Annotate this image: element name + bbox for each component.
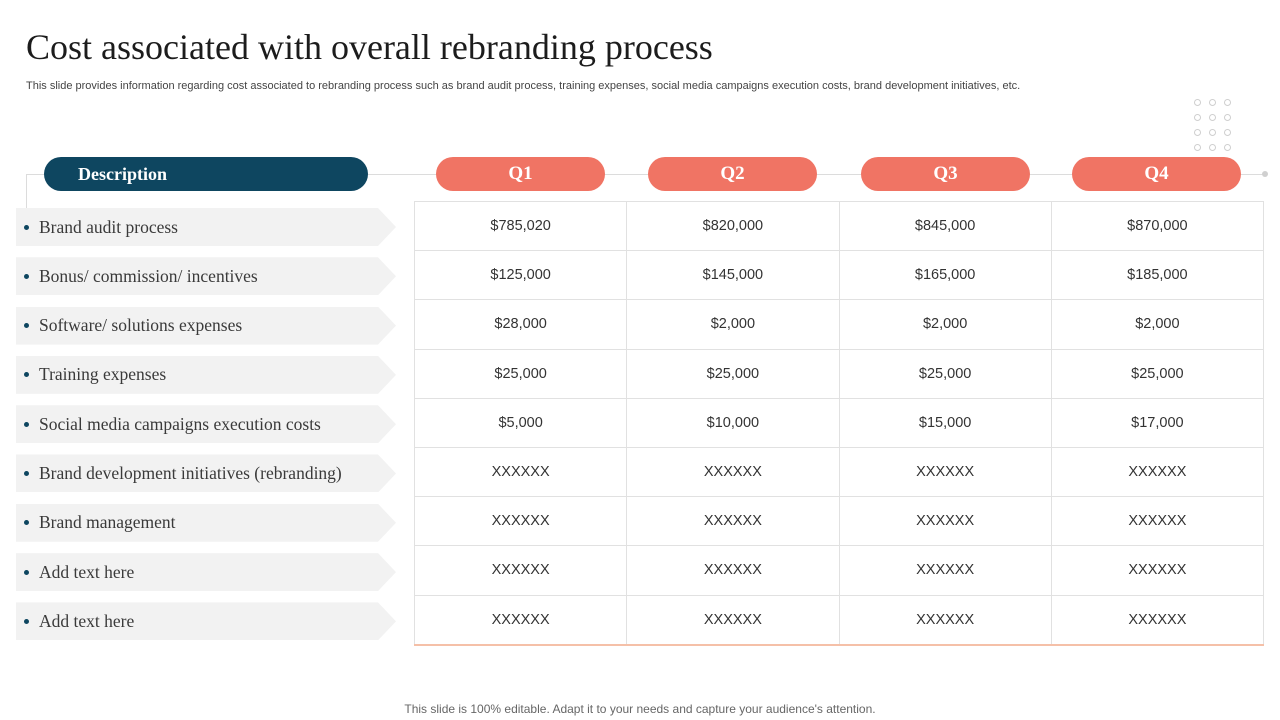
table-cell: $165,000	[838, 250, 1052, 301]
table-cell: $2,000	[626, 299, 840, 350]
cost-table: $785,020 $820,000 $845,000 $870,000 $125,00…	[413, 200, 1265, 646]
table-cell: XXXXXX	[838, 446, 1052, 498]
q4-header-pill: Q4	[1072, 157, 1241, 191]
table-cell: XXXXXX	[1050, 446, 1265, 498]
table-cell: XXXXXX	[838, 496, 1052, 547]
row-label: Brand management	[16, 503, 396, 542]
header-connector-line	[26, 174, 1264, 175]
table-cell: XXXXXX	[626, 594, 840, 646]
table-row: XXXXXX XXXXXX XXXXXX XXXXXX	[413, 545, 1265, 596]
dot	[1224, 129, 1231, 136]
footer-note: This slide is 100% editable. Adapt it to…	[404, 702, 876, 716]
table-cell: $2,000	[1050, 299, 1265, 350]
row-label: Add text here	[16, 553, 396, 592]
table-cell: $15,000	[838, 397, 1052, 448]
dot	[1194, 114, 1201, 121]
row-label: Brand development initiatives (rebrandin…	[16, 454, 396, 493]
bullet-icon	[24, 618, 29, 624]
page-title: Cost associated with overall rebranding …	[26, 27, 713, 67]
dot	[1194, 129, 1201, 136]
table-cell: XXXXXX	[1050, 545, 1265, 596]
dot	[1194, 144, 1201, 151]
dot	[1224, 144, 1231, 151]
bullet-icon	[24, 273, 29, 279]
table-row: $125,000 $145,000 $165,000 $185,000	[413, 250, 1265, 301]
page-subtitle: This slide provides information regardin…	[26, 80, 1021, 92]
row-label-list: Brand audit process Bonus/ commission/ i…	[16, 208, 396, 652]
row-label-text: Bonus/ commission/ incentives	[39, 265, 258, 286]
table-cell: XXXXXX	[626, 446, 840, 498]
table-cell: $145,000	[626, 250, 840, 301]
q2-header-pill: Q2	[648, 157, 817, 191]
decorative-dot-grid	[1194, 99, 1231, 166]
table-cell: $125,000	[413, 250, 628, 301]
bullet-icon	[24, 569, 29, 575]
row-label-text: Training expenses	[39, 364, 167, 385]
q3-header-pill: Q3	[861, 157, 1030, 191]
table-cell: XXXXXX	[1050, 594, 1265, 646]
table-cell: XXXXXX	[413, 496, 628, 547]
table-cell: $10,000	[626, 397, 840, 448]
row-label: Social media campaigns execution costs	[16, 405, 396, 444]
header-connector-vertical	[26, 174, 27, 208]
table-cell: $870,000	[1050, 200, 1265, 252]
table-row: XXXXXX XXXXXX XXXXXX XXXXXX	[413, 594, 1265, 646]
dot	[1209, 114, 1216, 121]
table-cell: XXXXXX	[838, 594, 1052, 646]
table-cell: XXXXXX	[1050, 496, 1265, 547]
table-cell: $185,000	[1050, 250, 1265, 301]
table-cell: $25,000	[838, 348, 1052, 399]
row-label-text: Brand audit process	[39, 216, 178, 237]
table-cell: $28,000	[413, 299, 628, 350]
table-cell: XXXXXX	[626, 545, 840, 596]
bullet-icon	[24, 224, 29, 230]
table-row: $25,000 $25,000 $25,000 $25,000	[413, 348, 1265, 399]
table-cell: $17,000	[1050, 397, 1265, 448]
row-label-text: Add text here	[39, 561, 135, 582]
table-row: XXXXXX XXXXXX XXXXXX XXXXXX	[413, 496, 1265, 547]
q1-header-pill: Q1	[436, 157, 605, 191]
table-cell: $5,000	[413, 397, 628, 448]
bullet-icon	[24, 372, 29, 378]
row-label: Add text here	[16, 602, 396, 641]
dot	[1224, 114, 1231, 121]
row-label: Software/ solutions expenses	[16, 306, 396, 345]
table-cell: XXXXXX	[413, 594, 628, 646]
row-label: Bonus/ commission/ incentives	[16, 257, 396, 296]
table-cell: XXXXXX	[413, 545, 628, 596]
table-cell: $785,020	[413, 200, 628, 252]
table-cell: $25,000	[413, 348, 628, 399]
row-label-text: Brand management	[39, 512, 176, 533]
connector-end-dot	[1262, 171, 1268, 177]
dot	[1224, 99, 1231, 106]
bullet-icon	[24, 520, 29, 526]
row-label-text: Brand development initiatives (rebrandin…	[39, 462, 342, 483]
table-cell: $820,000	[626, 200, 840, 252]
row-label-text: Social media campaigns execution costs	[39, 413, 321, 434]
row-label: Training expenses	[16, 355, 396, 394]
description-header-pill: Description	[44, 157, 368, 191]
dot	[1209, 99, 1216, 106]
row-label-text: Add text here	[39, 610, 135, 631]
row-label: Brand audit process	[16, 208, 396, 246]
table-cell: $845,000	[838, 200, 1052, 252]
table-cell: XXXXXX	[413, 446, 628, 498]
table-row: $5,000 $10,000 $15,000 $17,000	[413, 397, 1265, 448]
table-cell: XXXXXX	[838, 545, 1052, 596]
table-row: $28,000 $2,000 $2,000 $2,000	[413, 299, 1265, 350]
table-cell: $25,000	[626, 348, 840, 399]
table-row: $785,020 $820,000 $845,000 $870,000	[413, 200, 1265, 252]
dot	[1209, 129, 1216, 136]
dot	[1209, 144, 1216, 151]
dot	[1194, 99, 1201, 106]
row-label-text: Software/ solutions expenses	[39, 315, 243, 336]
table-cell: $2,000	[838, 299, 1052, 350]
bullet-icon	[24, 421, 29, 427]
table-cell: $25,000	[1050, 348, 1265, 399]
bullet-icon	[24, 470, 29, 476]
table-cell: XXXXXX	[626, 496, 840, 547]
table-row: XXXXXX XXXXXX XXXXXX XXXXXX	[413, 446, 1265, 498]
bullet-icon	[24, 323, 29, 329]
